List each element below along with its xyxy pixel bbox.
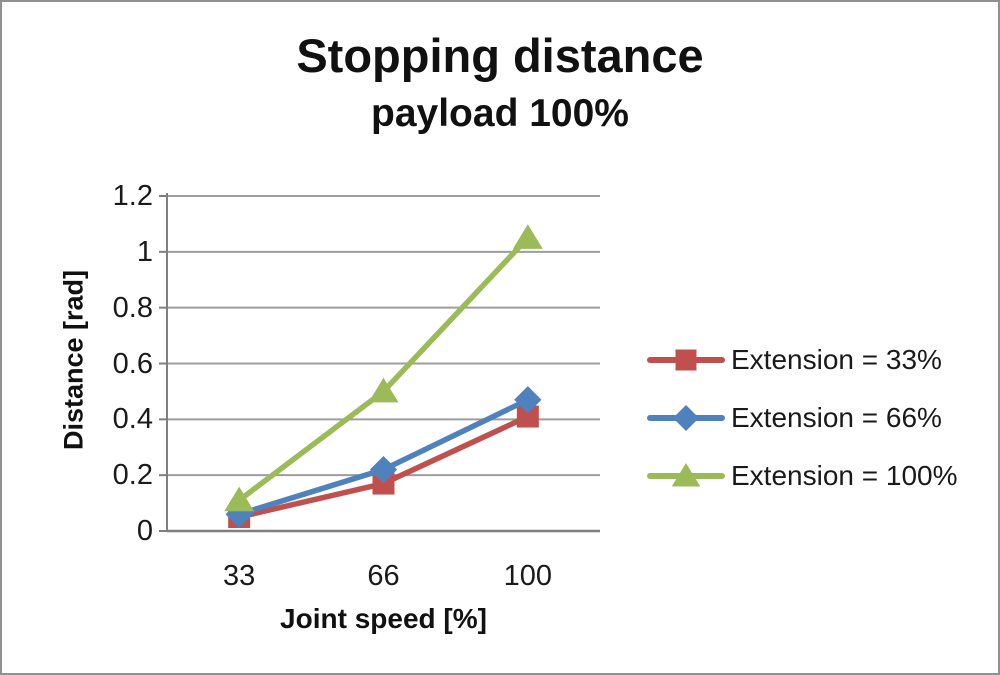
legend-label: Extension = 66% [731, 401, 942, 433]
square-marker [372, 472, 395, 495]
y-tick-label: 0.4 [112, 403, 153, 436]
y-tick-label: 1.2 [112, 180, 153, 212]
x-tick-label: 66 [367, 560, 400, 592]
legend-label: Extension = 100% [731, 459, 958, 491]
diamond-marker [514, 386, 542, 414]
legend-square-marker-icon [647, 349, 725, 371]
legend-item: Extension = 66% [647, 400, 958, 435]
y-tick-label: 0.6 [112, 347, 153, 380]
y-tick-label: 0.2 [112, 459, 153, 492]
legend-diamond-marker-icon [647, 404, 725, 432]
y-tick-label: 0 [136, 515, 153, 547]
triangle-marker [224, 486, 255, 512]
legend-item: Extension = 100% [647, 458, 958, 493]
chart-title: Stopping distance [296, 29, 704, 82]
legend-label: Extension = 33% [731, 343, 942, 375]
legend: Extension = 33% Extension = 66% Extension … [647, 342, 958, 493]
triangle-marker [368, 377, 399, 403]
y-axis-title: Distance [rad] [58, 269, 89, 451]
y-tick-label: 1 [136, 235, 153, 268]
chart-subtitle: payload 100% [371, 92, 629, 135]
legend-triangle-marker-icon [647, 462, 725, 487]
x-tick-label: 100 [503, 560, 553, 592]
legend-item: Extension = 33% [647, 342, 958, 377]
diamond-marker [369, 455, 398, 484]
triangle-marker [512, 224, 543, 249]
square-marker [516, 405, 539, 428]
y-tick-label: 0.8 [112, 291, 153, 324]
x-tick-label: 33 [223, 560, 256, 592]
x-axis-title: Joint speed [%] [280, 603, 487, 634]
